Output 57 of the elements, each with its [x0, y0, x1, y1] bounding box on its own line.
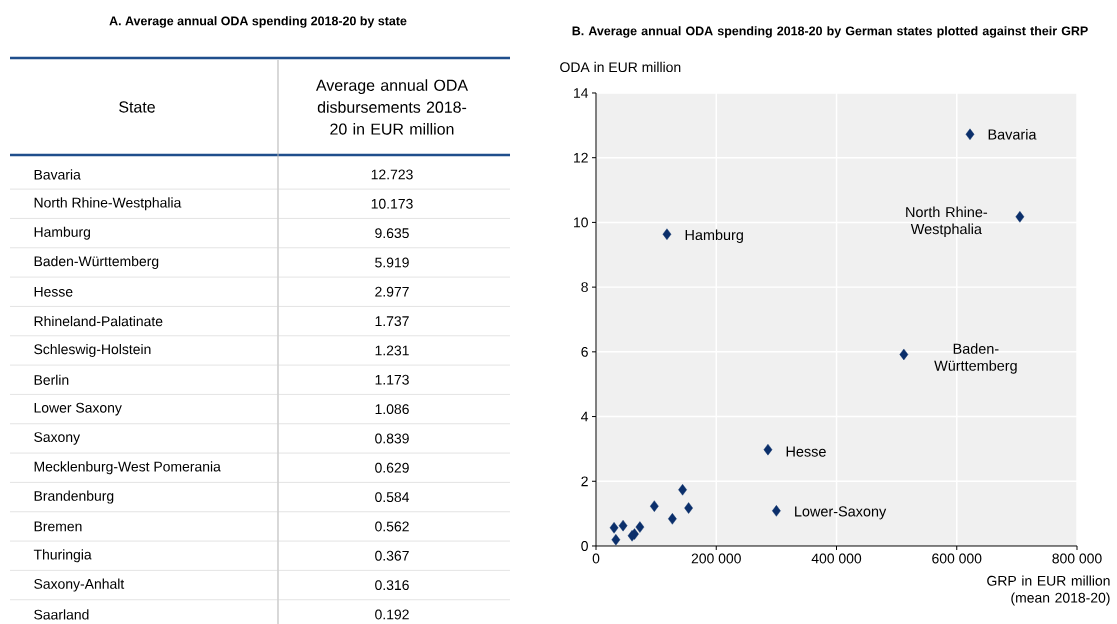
category-label: Berlin [34, 374, 69, 385]
category-label: Brandenburg [34, 490, 114, 504]
x-tick-label: 200 000 [691, 553, 741, 564]
data-label: 2.977 [375, 286, 409, 297]
text: State [119, 101, 155, 113]
data-label: 10.173 [371, 198, 413, 209]
x-axis-title: GRP in EUR million (mean 2018-20) [987, 575, 1110, 606]
data-label: 1.737 [375, 316, 409, 327]
data-label: 5.919 [375, 257, 409, 268]
annotation: North Rhine-Westphalia [906, 206, 988, 238]
category-label: Bremen [34, 521, 82, 532]
chart-title: B. Average annual ODA spending 2018-20 by German states plotted against their GRP [572, 26, 1088, 38]
data-label: 0.192 [375, 609, 409, 620]
category-label: Baden-Württemberg [34, 255, 159, 269]
category-label: Hamburg [34, 226, 90, 240]
y-tick-label: 4 [581, 411, 589, 422]
category-label: Bavaria [34, 169, 81, 180]
category-label: Rhineland-Palatinate [34, 316, 163, 327]
y-tick-label: 12 [574, 152, 588, 163]
data-label: 1.086 [375, 404, 409, 415]
data-label: 0.584 [375, 492, 410, 503]
text: Average annual ODA disbursements 2018-20 in EUR million [315, 79, 468, 135]
category-label: Saxony [34, 432, 81, 445]
annotation: Baden-Württemberg [934, 343, 1017, 374]
data-label: 1.231 [375, 345, 409, 356]
data-label: 0.839 [375, 433, 409, 444]
y-tick-label: 6 [581, 346, 588, 357]
category-label: Mecklenburg-West Pomerania [34, 461, 221, 475]
y-tick-label: 8 [581, 282, 588, 293]
x-tick-label: 0 [592, 553, 600, 564]
text: A. Average annual ODA spending 2018-20 by state [109, 16, 407, 28]
category-label: North Rhine-Westphalia [34, 197, 182, 211]
x-tick-label: 800 000 [1052, 553, 1102, 564]
y-axis-title: ODA in EUR million [560, 61, 681, 73]
data-label: 0.562 [375, 521, 409, 532]
y-tick-label: 10 [574, 217, 588, 228]
y-tick-label: 0 [581, 541, 588, 551]
x-tick-label: 600 000 [932, 553, 982, 564]
data-label: 0.316 [375, 580, 409, 591]
data-label: 0.367 [375, 550, 409, 561]
data-label: 9.635 [375, 228, 409, 239]
category-label: Saarland [34, 609, 89, 620]
category-label: Thuringia [33, 549, 92, 563]
y-tick-label: 2 [581, 476, 588, 487]
category-label: Saxony-Anhalt [34, 578, 125, 592]
annotation: Bavaria [988, 129, 1037, 140]
category-label: Schleswig-Holstein [34, 343, 151, 357]
x-tick-label: 400 000 [811, 553, 862, 564]
data-label: 1.173 [375, 374, 409, 385]
category-label: Hesse [34, 286, 73, 297]
category-label: Lower Saxony [34, 402, 122, 416]
data-label: 0.629 [375, 462, 409, 473]
annotation: Hamburg [685, 229, 743, 243]
data-label: 12.723 [371, 169, 413, 180]
annotation: Hesse [786, 446, 826, 457]
annotation: Lower-Saxony [795, 506, 887, 520]
y-tick-label: 14 [574, 88, 589, 98]
